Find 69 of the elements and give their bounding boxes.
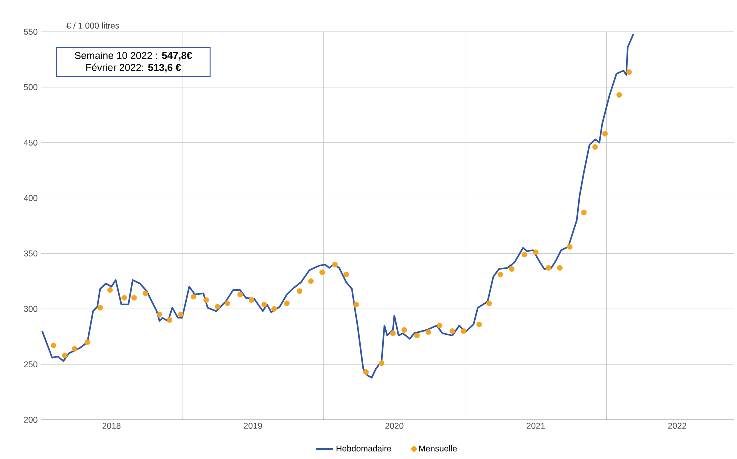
- x-tick-label: 2022: [668, 423, 686, 430]
- point: [354, 302, 360, 308]
- point: [592, 144, 598, 150]
- point: [344, 272, 350, 278]
- x-tick-label: 2021: [527, 423, 546, 430]
- point: [498, 272, 504, 278]
- point: [262, 302, 268, 308]
- y-tick-label: 350: [24, 250, 38, 257]
- line-series: [42, 34, 634, 379]
- point: [178, 312, 184, 318]
- point: [132, 295, 138, 301]
- point: [364, 370, 370, 376]
- point: [72, 346, 78, 352]
- point: [248, 297, 255, 304]
- point: [98, 305, 104, 311]
- point: [567, 244, 573, 250]
- annotation: Semaine 10 2022 : 547,8€: [75, 52, 192, 61]
- x-tick-label: 2019: [244, 423, 262, 430]
- y-tick-label: 450: [24, 140, 38, 146]
- point: [190, 294, 197, 300]
- y-tick-label: 300: [24, 306, 38, 312]
- point: [332, 262, 338, 268]
- point: [224, 300, 230, 306]
- point: [284, 300, 290, 306]
- point: [602, 131, 608, 137]
- y-tick-label: 400: [24, 195, 38, 202]
- point: [122, 295, 128, 301]
- point: [414, 332, 420, 339]
- point: [476, 322, 482, 328]
- point: [379, 360, 385, 366]
- y-tick-label: 550: [24, 29, 38, 35]
- point: [62, 352, 68, 358]
- point: [533, 250, 539, 256]
- x-tick-label: 2018: [102, 423, 121, 430]
- annotation: Février 2022: 513,6 €: [86, 64, 182, 73]
- point: [297, 288, 303, 294]
- point: [616, 92, 622, 98]
- point: [215, 304, 221, 310]
- point: [486, 300, 492, 306]
- point: [320, 270, 326, 276]
- point: [238, 292, 244, 298]
- point: [390, 330, 396, 336]
- y-tick-label: 250: [24, 362, 38, 368]
- point: [461, 328, 467, 334]
- point: [437, 322, 443, 329]
- point: [557, 265, 563, 271]
- point: [142, 290, 148, 296]
- y-tick-label: 200: [24, 417, 38, 423]
- point: [204, 297, 210, 304]
- y-axis-title: € / 1 000 litres: [66, 22, 120, 29]
- point: [308, 278, 314, 284]
- point: [272, 306, 278, 312]
- point: [546, 265, 552, 271]
- point: [166, 317, 172, 324]
- point: [509, 266, 515, 272]
- point: [84, 340, 90, 346]
- legend-label: Hebdomadaire: [336, 446, 392, 452]
- point: [522, 252, 528, 258]
- legend-label: Mensuelle: [420, 446, 458, 452]
- point: [108, 288, 114, 294]
- point: [626, 70, 632, 76]
- point: [450, 328, 456, 334]
- point: [157, 312, 163, 318]
- point: [426, 330, 432, 336]
- x-tick-label: 2020: [386, 423, 404, 430]
- point: [50, 342, 57, 349]
- point: [402, 327, 408, 333]
- point: [581, 210, 587, 216]
- y-tick-label: 500: [24, 84, 38, 90]
